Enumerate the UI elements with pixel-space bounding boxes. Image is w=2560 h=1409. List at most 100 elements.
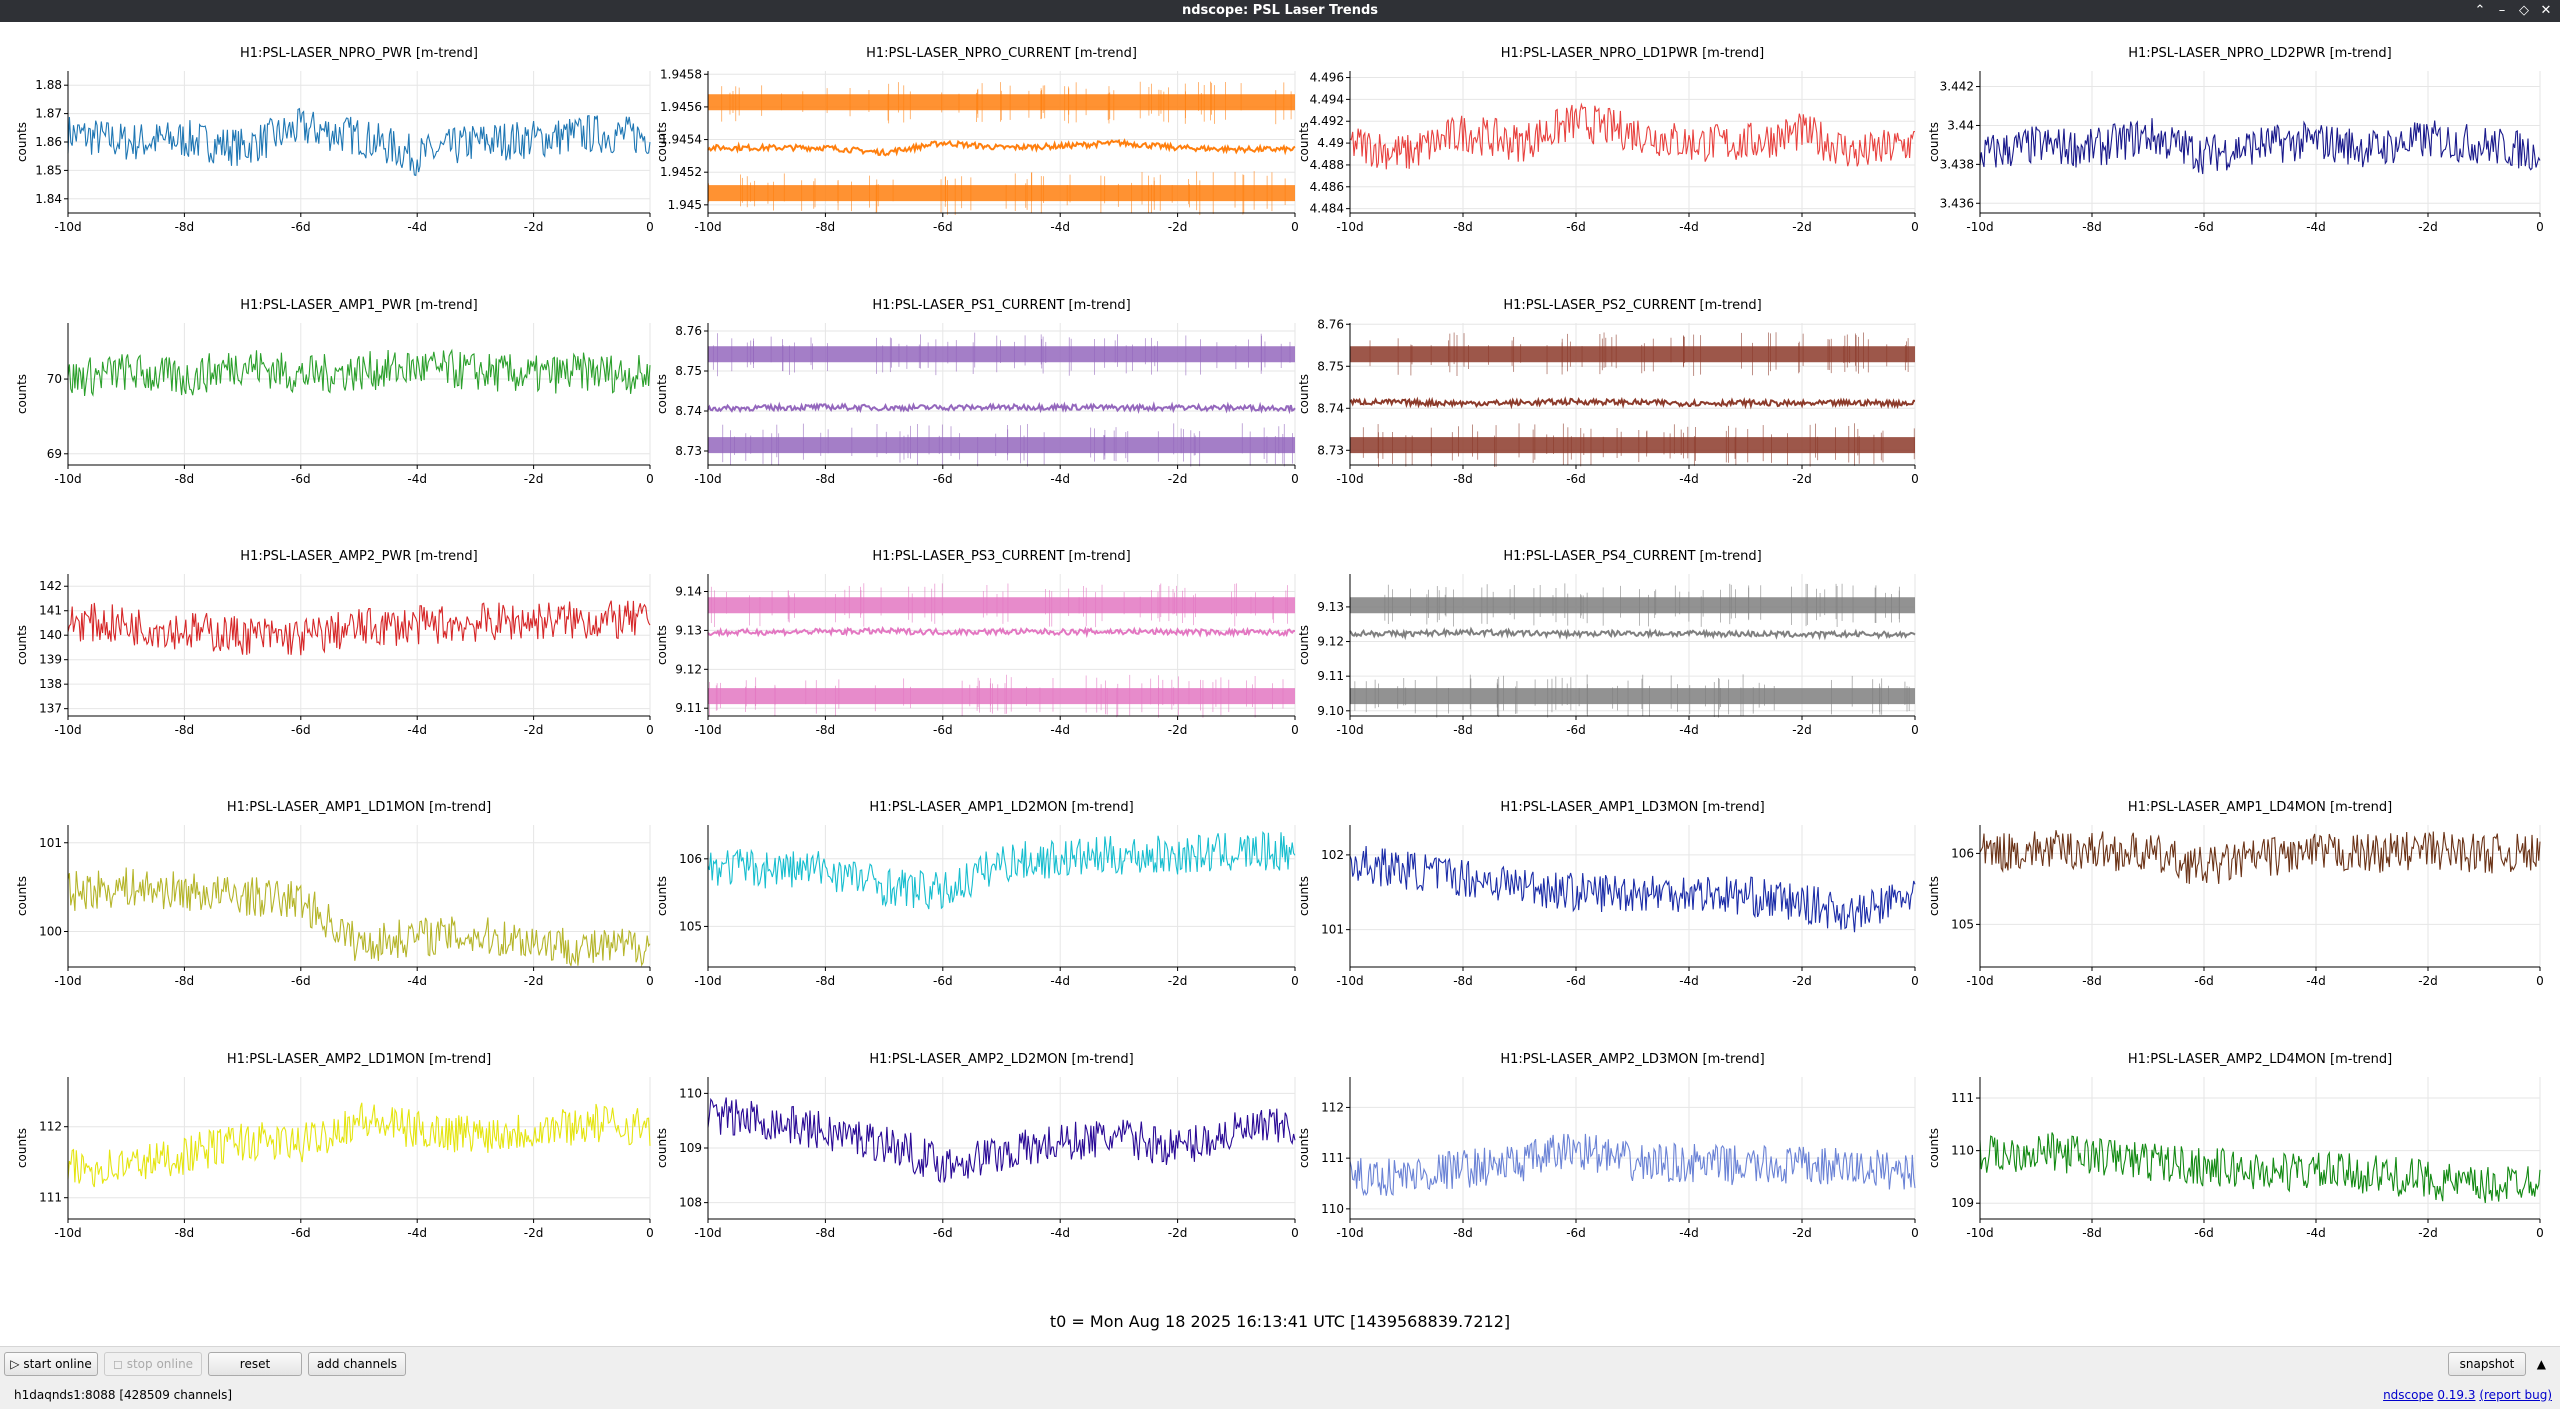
window-close-icon[interactable]: ✕ <box>2540 3 2552 18</box>
plot-title: H1:PSL-LASER_AMP1_LD1MON [m-trend] <box>227 800 491 815</box>
stop-online-button[interactable]: ◻ stop online <box>104 1352 202 1376</box>
x-tick-label: -10d <box>1336 472 1363 486</box>
y-tick-label: 9.11 <box>675 701 702 715</box>
play-icon: ▷ <box>10 1357 24 1371</box>
plot-2[interactable]: H1:PSL-LASER_NPRO_LD1PWR [m-trend] 4.484 4… <box>1297 46 1919 234</box>
plot-16[interactable]: H1:PSL-LASER_AMP2_LD3MON [m-trend] 110 111… <box>1297 1052 1919 1240</box>
plot-8[interactable]: H1:PSL-LASER_PS3_CURRENT [m-trend] 9.11 9.… <box>655 549 1299 737</box>
y-tick-label: 4.496 <box>1310 71 1344 85</box>
x-tick-label: -2d <box>1792 220 1812 234</box>
plot-7[interactable]: H1:PSL-LASER_AMP2_PWR [m-trend] 137 138 139… <box>15 549 654 737</box>
x-tick-label: -8d <box>816 974 836 988</box>
x-tick-label: -4d <box>1679 220 1699 234</box>
series-band <box>708 437 1295 454</box>
y-tick-label: 3.436 <box>1940 196 1974 210</box>
x-tick-label: 0 <box>1911 1226 1919 1240</box>
x-tick-label: -4d <box>407 1226 427 1240</box>
y-tick-label: 8.76 <box>675 324 702 338</box>
report-bug-link[interactable]: (report bug) <box>2479 1388 2552 1402</box>
x-tick-label: -8d <box>816 1226 836 1240</box>
plot-6[interactable]: H1:PSL-LASER_PS2_CURRENT [m-trend] 8.73 8.… <box>1297 298 1919 486</box>
x-tick-label: -4d <box>407 472 427 486</box>
plot-canvas[interactable]: H1:PSL-LASER_NPRO_PWR [m-trend] 1.84 1.85 1… <box>0 22 2560 1312</box>
series-line <box>67 348 651 397</box>
y-tick-label: 1.9458 <box>660 67 702 81</box>
window-minimize-icon[interactable]: – <box>2498 3 2506 18</box>
version-link[interactable]: 0.19.3 <box>2437 1388 2476 1402</box>
start-online-button[interactable]: ▷ start online <box>4 1352 98 1376</box>
x-tick-label: 0 <box>1911 974 1919 988</box>
window-title: ndscope: PSL Laser Trends <box>1182 3 1378 18</box>
snapshot-button[interactable]: snapshot <box>2448 1352 2526 1376</box>
y-tick-label: 109 <box>679 1141 702 1155</box>
x-tick-label: -8d <box>1453 974 1473 988</box>
plot-3[interactable]: H1:PSL-LASER_NPRO_LD2PWR [m-trend] 3.436 3… <box>1927 46 2544 234</box>
x-tick-label: -6d <box>291 220 311 234</box>
plot-4[interactable]: H1:PSL-LASER_AMP1_PWR [m-trend] 69 70 -10d -… <box>15 298 654 486</box>
x-tick-label: -4d <box>1050 220 1070 234</box>
plot-5[interactable]: H1:PSL-LASER_PS1_CURRENT [m-trend] 8.73 8.… <box>655 298 1299 486</box>
x-tick-label: -8d <box>2082 220 2102 234</box>
x-tick-label: -4d <box>1050 723 1070 737</box>
plot-17[interactable]: H1:PSL-LASER_AMP2_LD4MON [m-trend] 109 110… <box>1927 1052 2544 1240</box>
plot-9[interactable]: H1:PSL-LASER_PS4_CURRENT [m-trend] 9.10 9.… <box>1297 549 1919 737</box>
add-channels-button[interactable]: add channels <box>308 1352 406 1376</box>
x-tick-label: -10d <box>694 1226 721 1240</box>
y-axis-label: counts <box>1297 122 1311 162</box>
plot-title: H1:PSL-LASER_NPRO_PWR [m-trend] <box>240 46 478 61</box>
y-axis-label: counts <box>1927 876 1941 916</box>
window-keep-above-icon[interactable]: ⌃ <box>2474 3 2486 18</box>
x-tick-label: -6d <box>1566 723 1586 737</box>
y-axis-label: counts <box>15 625 29 665</box>
y-tick-label: 111 <box>39 1191 62 1205</box>
x-tick-label: -10d <box>694 220 721 234</box>
plot-0[interactable]: H1:PSL-LASER_NPRO_PWR [m-trend] 1.84 1.85 1… <box>15 46 654 234</box>
window-titlebar: ndscope: PSL Laser Trends ⌃ – ◇ ✕ <box>0 0 2560 22</box>
y-axis-label: counts <box>655 625 669 665</box>
y-tick-label: 1.88 <box>35 78 62 92</box>
y-tick-label: 9.13 <box>1317 600 1344 614</box>
plot-title: H1:PSL-LASER_AMP2_LD2MON [m-trend] <box>869 1052 1133 1067</box>
plot-14[interactable]: H1:PSL-LASER_AMP2_LD1MON [m-trend] 111 112… <box>15 1052 654 1240</box>
y-axis-label: counts <box>1297 625 1311 665</box>
y-tick-label: 4.486 <box>1310 180 1344 194</box>
y-tick-label: 8.75 <box>1317 359 1344 373</box>
reset-button[interactable]: reset <box>208 1352 302 1376</box>
x-tick-label: -6d <box>291 1226 311 1240</box>
x-tick-label: 0 <box>1291 220 1299 234</box>
plot-15[interactable]: H1:PSL-LASER_AMP2_LD2MON [m-trend] 108 109… <box>655 1052 1299 1240</box>
x-tick-label: -8d <box>1453 723 1473 737</box>
x-tick-label: 0 <box>1911 723 1919 737</box>
window-maximize-icon[interactable]: ◇ <box>2519 3 2529 18</box>
x-tick-label: 0 <box>1911 472 1919 486</box>
x-tick-label: -6d <box>1566 974 1586 988</box>
y-tick-label: 9.14 <box>675 585 702 599</box>
plot-title: H1:PSL-LASER_AMP1_PWR [m-trend] <box>240 298 477 313</box>
y-tick-label: 3.442 <box>1940 80 1974 94</box>
y-tick-label: 142 <box>39 579 62 593</box>
x-tick-label: -4d <box>2306 220 2326 234</box>
series-band <box>1350 437 1915 454</box>
plot-title: H1:PSL-LASER_PS2_CURRENT [m-trend] <box>1503 298 1761 313</box>
x-tick-label: -2d <box>1168 723 1188 737</box>
y-tick-label: 1.86 <box>35 135 62 149</box>
plot-1[interactable]: H1:PSL-LASER_NPRO_CURRENT [m-trend] 1.945… <box>655 46 1299 234</box>
y-tick-label: 8.74 <box>1317 401 1344 415</box>
plot-11[interactable]: H1:PSL-LASER_AMP1_LD2MON [m-trend] 105 106… <box>655 800 1299 988</box>
series-line <box>707 1097 1296 1184</box>
x-tick-label: -8d <box>1453 220 1473 234</box>
collapse-toolbar-icon[interactable]: ▲ <box>2536 1357 2546 1371</box>
x-tick-label: -4d <box>407 723 427 737</box>
plot-12[interactable]: H1:PSL-LASER_AMP1_LD3MON [m-trend] 101 102… <box>1297 800 1919 988</box>
ndscope-link[interactable]: ndscope <box>2383 1388 2434 1402</box>
plot-13[interactable]: H1:PSL-LASER_AMP1_LD4MON [m-trend] 105 106… <box>1927 800 2544 988</box>
y-tick-label: 3.44 <box>1947 118 1974 132</box>
x-tick-label: -2d <box>524 1226 544 1240</box>
x-tick-label: -8d <box>175 723 195 737</box>
x-tick-label: -4d <box>1679 974 1699 988</box>
server-status: h1daqnds1:8088 [428509 channels] <box>14 1388 233 1402</box>
x-tick-label: 0 <box>646 723 654 737</box>
y-axis-label: counts <box>1297 876 1311 916</box>
x-tick-label: -4d <box>1679 472 1699 486</box>
plot-10[interactable]: H1:PSL-LASER_AMP1_LD1MON [m-trend] 100 101… <box>15 800 654 988</box>
